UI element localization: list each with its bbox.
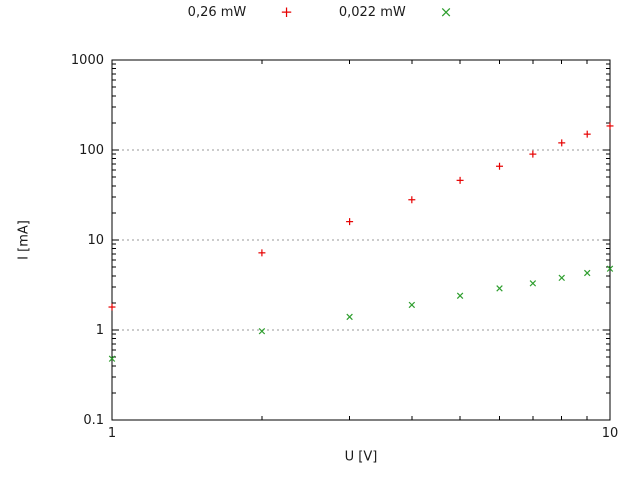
legend: 0,26 mW +0,022 mW × [0, 3, 640, 21]
data-point-marker [346, 313, 353, 321]
x-tick-label: 1 [108, 426, 116, 441]
y-tick-label: 0.1 [83, 413, 104, 428]
x-tick-label: 10 [602, 426, 619, 441]
y-axis-label: I [mA] [16, 220, 32, 260]
cross-marker-icon: × [439, 3, 453, 21]
y-tick-label: 100 [79, 143, 104, 158]
data-point-marker [496, 285, 503, 292]
data-point-marker [408, 301, 416, 309]
legend-entry: 0,26 mW + [187, 3, 293, 21]
plot-border [111, 59, 611, 421]
data-point-marker [583, 269, 591, 277]
data-point-marker [529, 280, 537, 287]
x-axis-label: U [V] [344, 449, 378, 465]
legend-label: 0,26 mW [187, 5, 247, 20]
legend-label: 0,022 mW [338, 5, 406, 20]
y-tick-label: 1000 [71, 53, 104, 68]
data-point-marker [456, 292, 464, 300]
data-point-marker [258, 327, 266, 335]
plus-marker-icon: + [280, 3, 293, 21]
y-tick-label: 10 [87, 233, 104, 248]
legend-entry: 0,022 mW × [338, 3, 453, 21]
data-point-marker [558, 274, 565, 282]
data-point-marker [108, 355, 116, 362]
data-point-marker [606, 265, 614, 272]
y-tick-label: 1 [96, 323, 104, 338]
